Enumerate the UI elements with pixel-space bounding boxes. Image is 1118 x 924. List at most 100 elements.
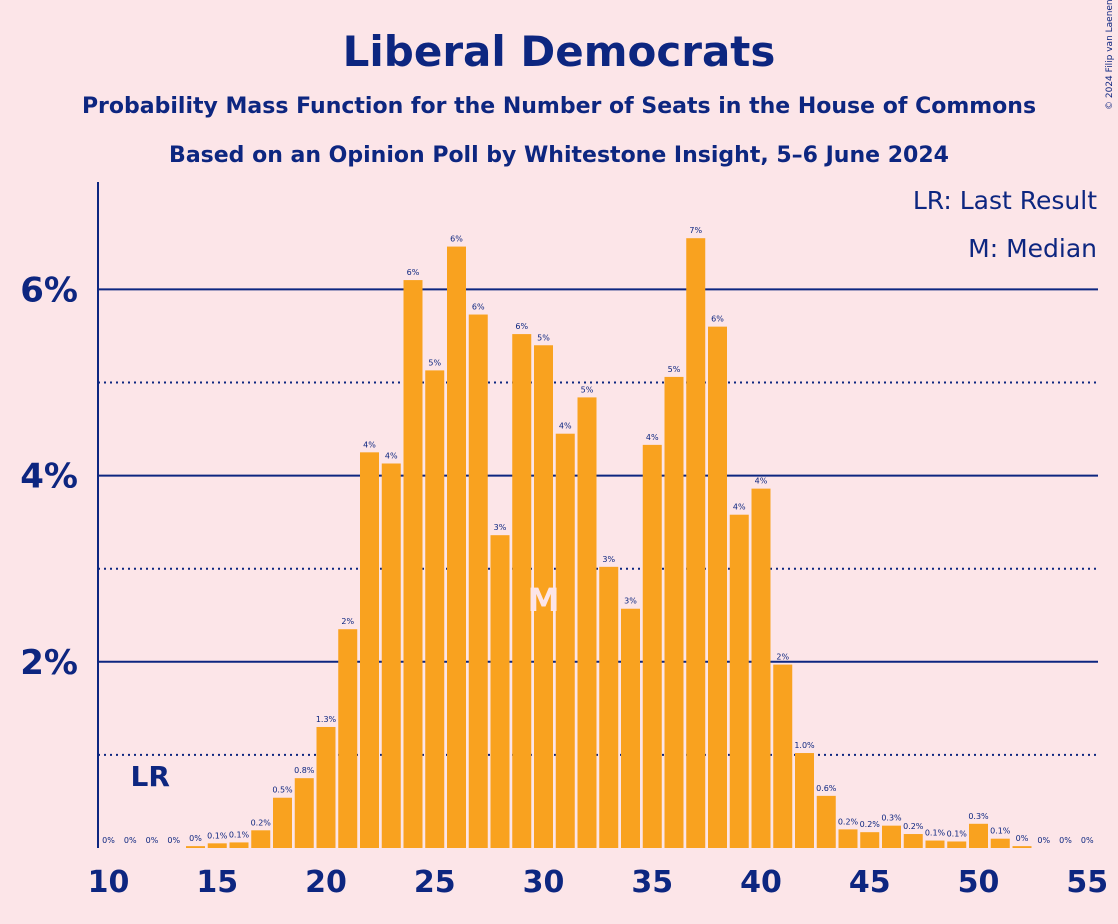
bar-seat-44 xyxy=(838,829,858,848)
bar-seat-14 xyxy=(186,846,205,848)
bar-label-seat-47: 0.2% xyxy=(903,822,924,831)
x-tick-50: 50 xyxy=(958,865,1000,900)
bar-seat-34 xyxy=(621,608,640,848)
bar-seat-25 xyxy=(425,370,445,848)
bar-label-seat-37: 7% xyxy=(689,226,702,235)
bar-seat-40 xyxy=(751,488,771,848)
bar-seat-50 xyxy=(969,823,988,848)
bar-seat-21 xyxy=(338,629,358,848)
bar-label-seat-13: 0% xyxy=(167,836,180,845)
bar-seat-24 xyxy=(403,280,423,849)
bar-label-seat-24: 6% xyxy=(407,268,420,277)
bar-seat-43 xyxy=(816,795,836,848)
bar-label-seat-10: 0% xyxy=(102,836,115,845)
bar-seat-32 xyxy=(577,397,597,848)
gridlines xyxy=(98,288,1098,756)
bar-label-seat-49: 0.1% xyxy=(947,829,968,838)
bar-label-seat-12: 0% xyxy=(146,836,159,845)
bar-seat-16 xyxy=(229,842,249,848)
bar-label-seat-28: 3% xyxy=(494,523,507,532)
bar-label-seat-25: 5% xyxy=(428,358,441,367)
x-tick-20: 20 xyxy=(305,865,347,900)
bar-label-seat-19: 0.8% xyxy=(294,766,315,775)
bar-label-seat-32: 5% xyxy=(581,385,594,394)
bar-label-seat-40: 4% xyxy=(755,477,768,486)
bar-label-seat-17: 0.2% xyxy=(251,818,272,827)
bar-label-seat-42: 1.0% xyxy=(794,741,815,750)
bar-label-seat-44: 0.2% xyxy=(838,817,859,826)
bar-seat-28 xyxy=(490,535,510,848)
bar-label-seat-23: 4% xyxy=(385,451,398,460)
y-tick-2: 2% xyxy=(20,643,78,683)
bar-seat-27 xyxy=(468,314,488,848)
bar-label-seat-22: 4% xyxy=(363,440,376,449)
bar-label-seat-15: 0.1% xyxy=(207,831,228,840)
bar-seat-18 xyxy=(273,797,292,848)
median-marker: M xyxy=(528,581,560,619)
legend-median: M: Median xyxy=(968,234,1097,263)
bar-seat-26 xyxy=(447,246,466,849)
bar-seat-52 xyxy=(1012,846,1032,848)
bar-label-seat-48: 0.1% xyxy=(925,829,946,838)
x-tick-40: 40 xyxy=(740,865,782,900)
bar-label-seat-50: 0.3% xyxy=(968,812,989,821)
bar-seat-45 xyxy=(860,832,880,848)
bar-seat-30 xyxy=(534,345,553,848)
bar-label-seat-55: 0% xyxy=(1081,836,1094,845)
bar-seat-19 xyxy=(294,778,314,848)
bar-label-seat-20: 1.3% xyxy=(316,715,337,724)
bar-seat-39 xyxy=(729,514,749,848)
bar-label-seat-36: 5% xyxy=(668,365,681,374)
chart-subtitle: Probability Mass Function for the Number… xyxy=(82,94,1036,119)
bar-label-seat-39: 4% xyxy=(733,503,746,512)
bar-seat-31 xyxy=(555,433,575,848)
bar-label-seat-41: 2% xyxy=(776,653,789,662)
copyright-credit: © 2024 Filip van Laenen xyxy=(1105,0,1115,110)
bar-seat-41 xyxy=(773,664,793,848)
bar-seat-51 xyxy=(990,838,1010,848)
bar-label-seat-45: 0.2% xyxy=(860,820,881,829)
y-tick-labels: 2% 4% 6% xyxy=(20,270,78,682)
bars xyxy=(186,238,1032,849)
bar-label-seat-43: 0.6% xyxy=(816,784,837,793)
y-tick-6: 6% xyxy=(20,270,78,310)
x-tick-25: 25 xyxy=(414,865,456,900)
bar-label-seat-27: 6% xyxy=(472,303,485,312)
bar-label-seat-34: 3% xyxy=(624,597,637,606)
bar-seat-42 xyxy=(795,753,814,848)
bar-labels: 0% 0% 0% 0% 0% 0.1% 0.1%0.2%0.5%0.8%1.3%2%4%4%… xyxy=(102,226,1094,845)
y-tick-4: 4% xyxy=(20,457,78,497)
chart-source: Based on an Opinion Poll by Whitestone I… xyxy=(169,143,949,168)
x-tick-35: 35 xyxy=(631,865,673,900)
x-tick-45: 45 xyxy=(849,865,891,900)
x-tick-15: 15 xyxy=(196,865,238,900)
bar-seat-47 xyxy=(903,834,923,848)
bar-label-seat-16: 0.1% xyxy=(229,830,250,839)
bar-seat-49 xyxy=(947,841,967,848)
bar-seat-17 xyxy=(251,830,271,848)
bar-seat-37 xyxy=(686,238,706,848)
bar-seat-46 xyxy=(882,825,901,848)
x-tick-10: 10 xyxy=(88,865,130,900)
bar-label-seat-38: 6% xyxy=(711,315,724,324)
bar-label-seat-21: 2% xyxy=(341,617,354,626)
bar-label-seat-53: 0% xyxy=(1037,836,1050,845)
bar-seat-48 xyxy=(925,840,945,848)
x-tick-55: 55 xyxy=(1066,865,1108,900)
legend-last-result: LR: Last Result xyxy=(913,186,1097,215)
bar-seat-35 xyxy=(642,444,662,848)
bar-seat-23 xyxy=(381,463,401,848)
bar-seat-22 xyxy=(360,452,379,848)
bar-seat-15 xyxy=(207,843,227,848)
last-result-marker: LR xyxy=(131,760,170,793)
bar-label-seat-33: 3% xyxy=(602,555,615,564)
x-tick-30: 30 xyxy=(523,865,565,900)
bar-label-seat-52: 0% xyxy=(1016,834,1029,843)
bar-label-seat-11: 0% xyxy=(124,836,137,845)
bar-seat-20 xyxy=(316,726,336,848)
bar-seat-29 xyxy=(512,334,532,848)
bar-label-seat-18: 0.5% xyxy=(272,786,293,795)
bar-label-seat-51: 0.1% xyxy=(990,827,1011,836)
chart-title: Liberal Democrats xyxy=(343,27,776,76)
